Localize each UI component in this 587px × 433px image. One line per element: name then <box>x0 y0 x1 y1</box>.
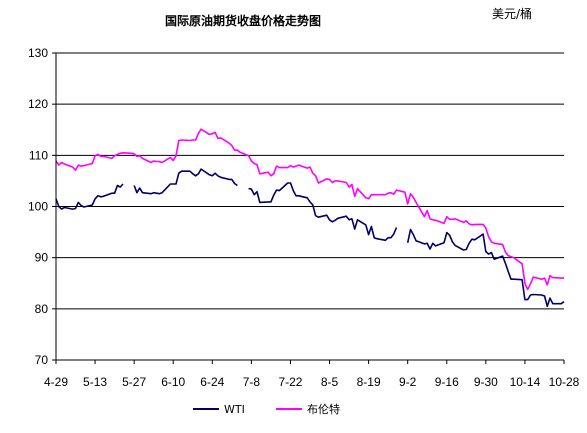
y-tick-label-70: 70 <box>35 353 49 367</box>
x-tick-label-10-14: 10-14 <box>510 375 541 389</box>
legend: WTI 布伦特 <box>193 402 340 416</box>
x-tick-label-5-13: 5-13 <box>83 375 107 389</box>
y-tick-label-90: 90 <box>35 251 49 265</box>
y-tick-label-100: 100 <box>28 200 48 214</box>
grid-lines <box>56 52 564 310</box>
x-tick-label-9-16: 9-16 <box>435 375 459 389</box>
legend-label-0: WTI <box>224 403 245 416</box>
y-tick-label-130: 130 <box>28 46 48 60</box>
y-tick-label-80: 80 <box>35 302 49 316</box>
x-tick-label-6-24: 6-24 <box>200 375 224 389</box>
series-line-0 <box>55 168 565 308</box>
axes <box>55 53 564 361</box>
x-tick-label-9-2: 9-2 <box>399 375 417 389</box>
y-tick-label-110: 110 <box>29 148 48 162</box>
x-tick-label-8-19: 8-19 <box>357 375 381 389</box>
y-tick-label-120: 120 <box>28 97 48 111</box>
x-tick-label-7-22: 7-22 <box>278 375 302 389</box>
x-tick-label-5-27: 5-27 <box>122 375 146 389</box>
series-lines <box>55 128 565 308</box>
x-tick-label-10-28: 10-28 <box>549 375 580 389</box>
x-tick-label-7-8: 7-8 <box>243 375 261 389</box>
chart-title: 国际原油期货收盘价格走势图 <box>165 13 321 28</box>
legend-label-1: 布伦特 <box>307 402 340 416</box>
x-tick-label-9-30: 9-30 <box>474 375 498 389</box>
unit-label: 美元/桶 <box>492 6 532 21</box>
x-axis-ticks: 4-29 5-13 5-27 6-10 6-24 7-8 7-22 8-5 8-19 9-2 9-1… <box>44 360 580 389</box>
x-tick-label-6-10: 6-10 <box>161 375 185 389</box>
y-axis-ticks: 70 80 90 100 110 120 130 <box>28 46 56 367</box>
series-line-1 <box>55 128 564 291</box>
x-tick-label-4-29: 4-29 <box>44 375 68 389</box>
x-tick-label-8-5: 8-5 <box>321 375 339 389</box>
